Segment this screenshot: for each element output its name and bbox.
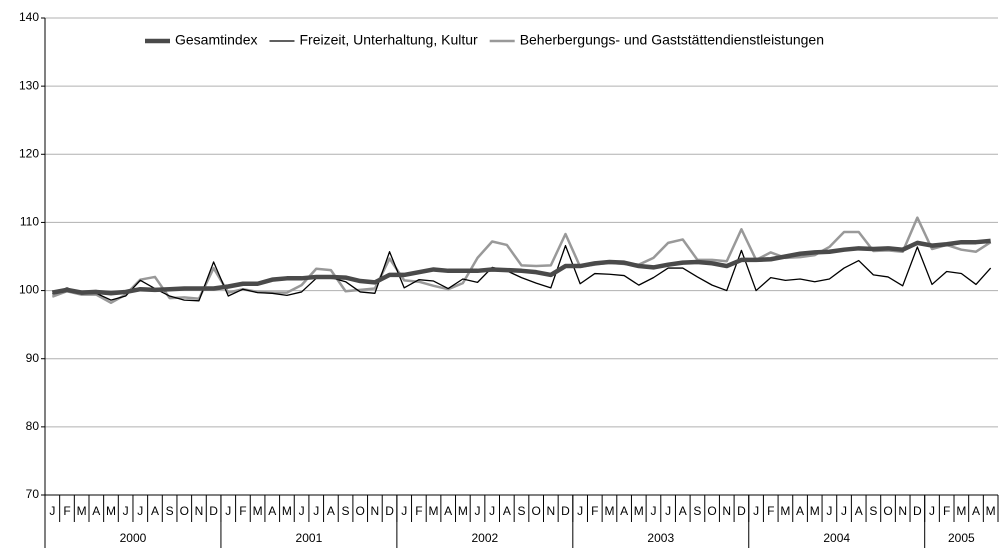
x-tick-label: A — [855, 504, 863, 518]
year-label: 2001 — [296, 531, 323, 545]
x-tick-label: M — [429, 504, 439, 518]
x-tick-label: D — [913, 504, 922, 518]
year-label: 2005 — [948, 531, 975, 545]
x-tick-label: M — [956, 504, 966, 518]
legend-label: Freizeit, Unterhaltung, Kultur — [299, 32, 478, 48]
x-tick-label: M — [780, 504, 790, 518]
x-tick-label: J — [665, 504, 671, 518]
x-tick-label: S — [517, 504, 525, 518]
x-tick-label: J — [753, 504, 759, 518]
x-tick-label: J — [826, 504, 832, 518]
x-tick-label: F — [943, 504, 950, 518]
x-tick-label: J — [313, 504, 319, 518]
x-tick-label: J — [475, 504, 481, 518]
x-tick-label: M — [253, 504, 263, 518]
x-tick-label: A — [503, 504, 511, 518]
year-label: 2000 — [120, 531, 147, 545]
x-tick-label: A — [796, 504, 804, 518]
x-tick-label: F — [63, 504, 70, 518]
x-tick-label: A — [679, 504, 687, 518]
x-tick-label: J — [650, 504, 656, 518]
x-tick-label: J — [929, 504, 935, 518]
x-tick-label: J — [225, 504, 231, 518]
legend-label: Beherbergungs- und Gaststättendienstleis… — [520, 32, 824, 48]
x-tick-label: M — [810, 504, 820, 518]
x-tick-label: F — [591, 504, 598, 518]
x-tick-label: A — [972, 504, 980, 518]
x-tick-label: J — [577, 504, 583, 518]
year-label: 2002 — [471, 531, 498, 545]
x-tick-label: N — [195, 504, 204, 518]
y-tick-label: 100 — [19, 283, 39, 297]
x-tick-label: M — [106, 504, 116, 518]
series-line — [52, 244, 992, 302]
x-tick-label: M — [77, 504, 87, 518]
x-tick-label: M — [282, 504, 292, 518]
x-tick-label: F — [415, 504, 422, 518]
x-tick-label: N — [722, 504, 731, 518]
x-tick-label: M — [634, 504, 644, 518]
x-tick-label: N — [898, 504, 907, 518]
x-tick-label: J — [49, 504, 55, 518]
x-tick-label: J — [489, 504, 495, 518]
x-tick-label: D — [561, 504, 570, 518]
x-tick-label: O — [883, 504, 892, 518]
y-tick-label: 140 — [19, 10, 39, 24]
y-tick-label: 130 — [19, 78, 39, 92]
x-tick-label: D — [209, 504, 218, 518]
x-tick-label: O — [180, 504, 189, 518]
x-tick-label: O — [356, 504, 365, 518]
x-tick-label: A — [327, 504, 335, 518]
x-tick-label: S — [693, 504, 701, 518]
x-tick-label: M — [986, 504, 996, 518]
x-tick-label: J — [137, 504, 143, 518]
x-tick-label: N — [546, 504, 555, 518]
y-tick-label: 80 — [26, 419, 40, 433]
x-tick-label: J — [841, 504, 847, 518]
series-line — [51, 216, 992, 305]
year-label: 2003 — [647, 531, 674, 545]
legend-label: Gesamtindex — [175, 32, 257, 48]
x-tick-label: S — [869, 504, 877, 518]
x-tick-label: J — [299, 504, 305, 518]
x-tick-label: O — [531, 504, 540, 518]
x-tick-label: O — [707, 504, 716, 518]
y-tick-label: 90 — [26, 351, 40, 365]
y-tick-label: 110 — [20, 215, 39, 229]
x-tick-label: A — [268, 504, 276, 518]
x-tick-label: F — [239, 504, 246, 518]
x-tick-label: N — [371, 504, 380, 518]
x-tick-label: F — [767, 504, 774, 518]
x-tick-label: A — [151, 504, 159, 518]
y-tick-label: 120 — [19, 146, 39, 160]
x-tick-label: D — [737, 504, 746, 518]
x-tick-label: S — [166, 504, 174, 518]
x-tick-label: M — [604, 504, 614, 518]
series-line — [51, 238, 991, 296]
x-tick-label: A — [92, 504, 100, 518]
x-tick-label: D — [385, 504, 394, 518]
x-tick-label: S — [342, 504, 350, 518]
year-label: 2004 — [823, 531, 850, 545]
y-tick-label: 70 — [26, 487, 40, 501]
x-tick-label: J — [123, 504, 129, 518]
x-tick-label: A — [444, 504, 452, 518]
x-tick-label: M — [458, 504, 468, 518]
x-tick-label: J — [401, 504, 407, 518]
x-tick-label: A — [620, 504, 628, 518]
